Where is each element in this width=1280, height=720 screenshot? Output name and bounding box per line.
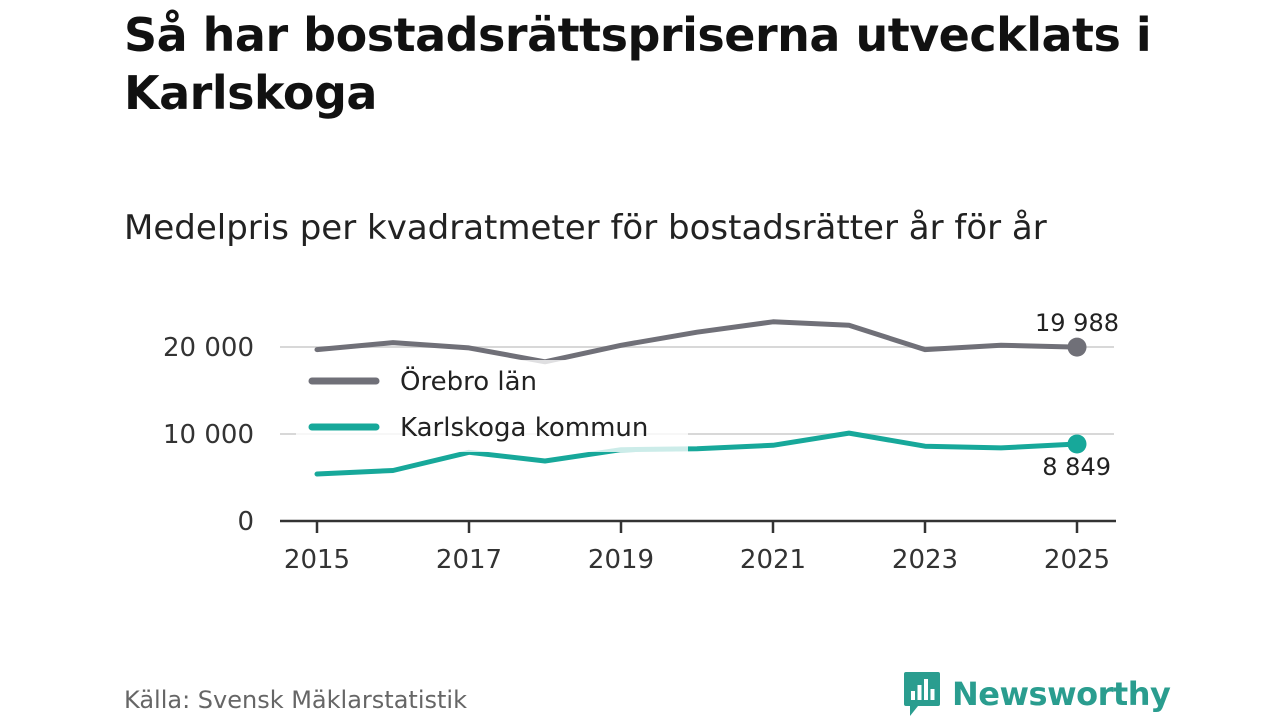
series-line-orebro: [314, 319, 1080, 365]
newsworthy-logo-text: Newsworthy: [952, 675, 1171, 713]
end-value-label-orebro: 19 988: [1035, 309, 1119, 337]
y-tick-label: 20 000: [163, 333, 254, 363]
chart-subtitle: Medelpris per kvadratmeter för bostadsrä…: [124, 208, 1047, 248]
chart-title: Så har bostadsrättspriserna utvecklats i…: [124, 8, 1152, 120]
legend-background: [296, 360, 688, 452]
end-point-karlskoga: [1067, 434, 1087, 454]
legend-label-karlskoga: Karlskoga kommun: [400, 413, 648, 443]
source-note: Källa: Svensk Mäklarstatistik: [124, 686, 467, 714]
newsworthy-logo-icon: [904, 672, 940, 716]
end-value-label-karlskoga: 8 849: [1042, 453, 1111, 481]
end-point-orebro: [1067, 337, 1087, 357]
y-tick-label: 10 000: [163, 420, 254, 450]
end-labels: 19 988 8 849: [1035, 309, 1119, 481]
x-tick-label: 2023: [892, 545, 958, 575]
newsworthy-logo: Newsworthy: [902, 670, 1171, 718]
x-tick-label: 2025: [1044, 545, 1110, 575]
x-tick-label: 2019: [588, 545, 654, 575]
x-tick-label: 2021: [740, 545, 806, 575]
x-tick-label: 2017: [436, 545, 502, 575]
series-line-karlskoga: [314, 430, 1080, 477]
x-tick-label: 2015: [284, 545, 350, 575]
y-tick-label: 0: [237, 507, 254, 537]
axes: 0 10 000 20 000 2015 2017 2019 2021 2023 2025: [163, 333, 1116, 575]
legend-label-orebro: Örebro län: [400, 365, 537, 397]
series-lines: [314, 319, 1087, 477]
legend: Örebro län Karlskoga kommun: [296, 360, 688, 452]
